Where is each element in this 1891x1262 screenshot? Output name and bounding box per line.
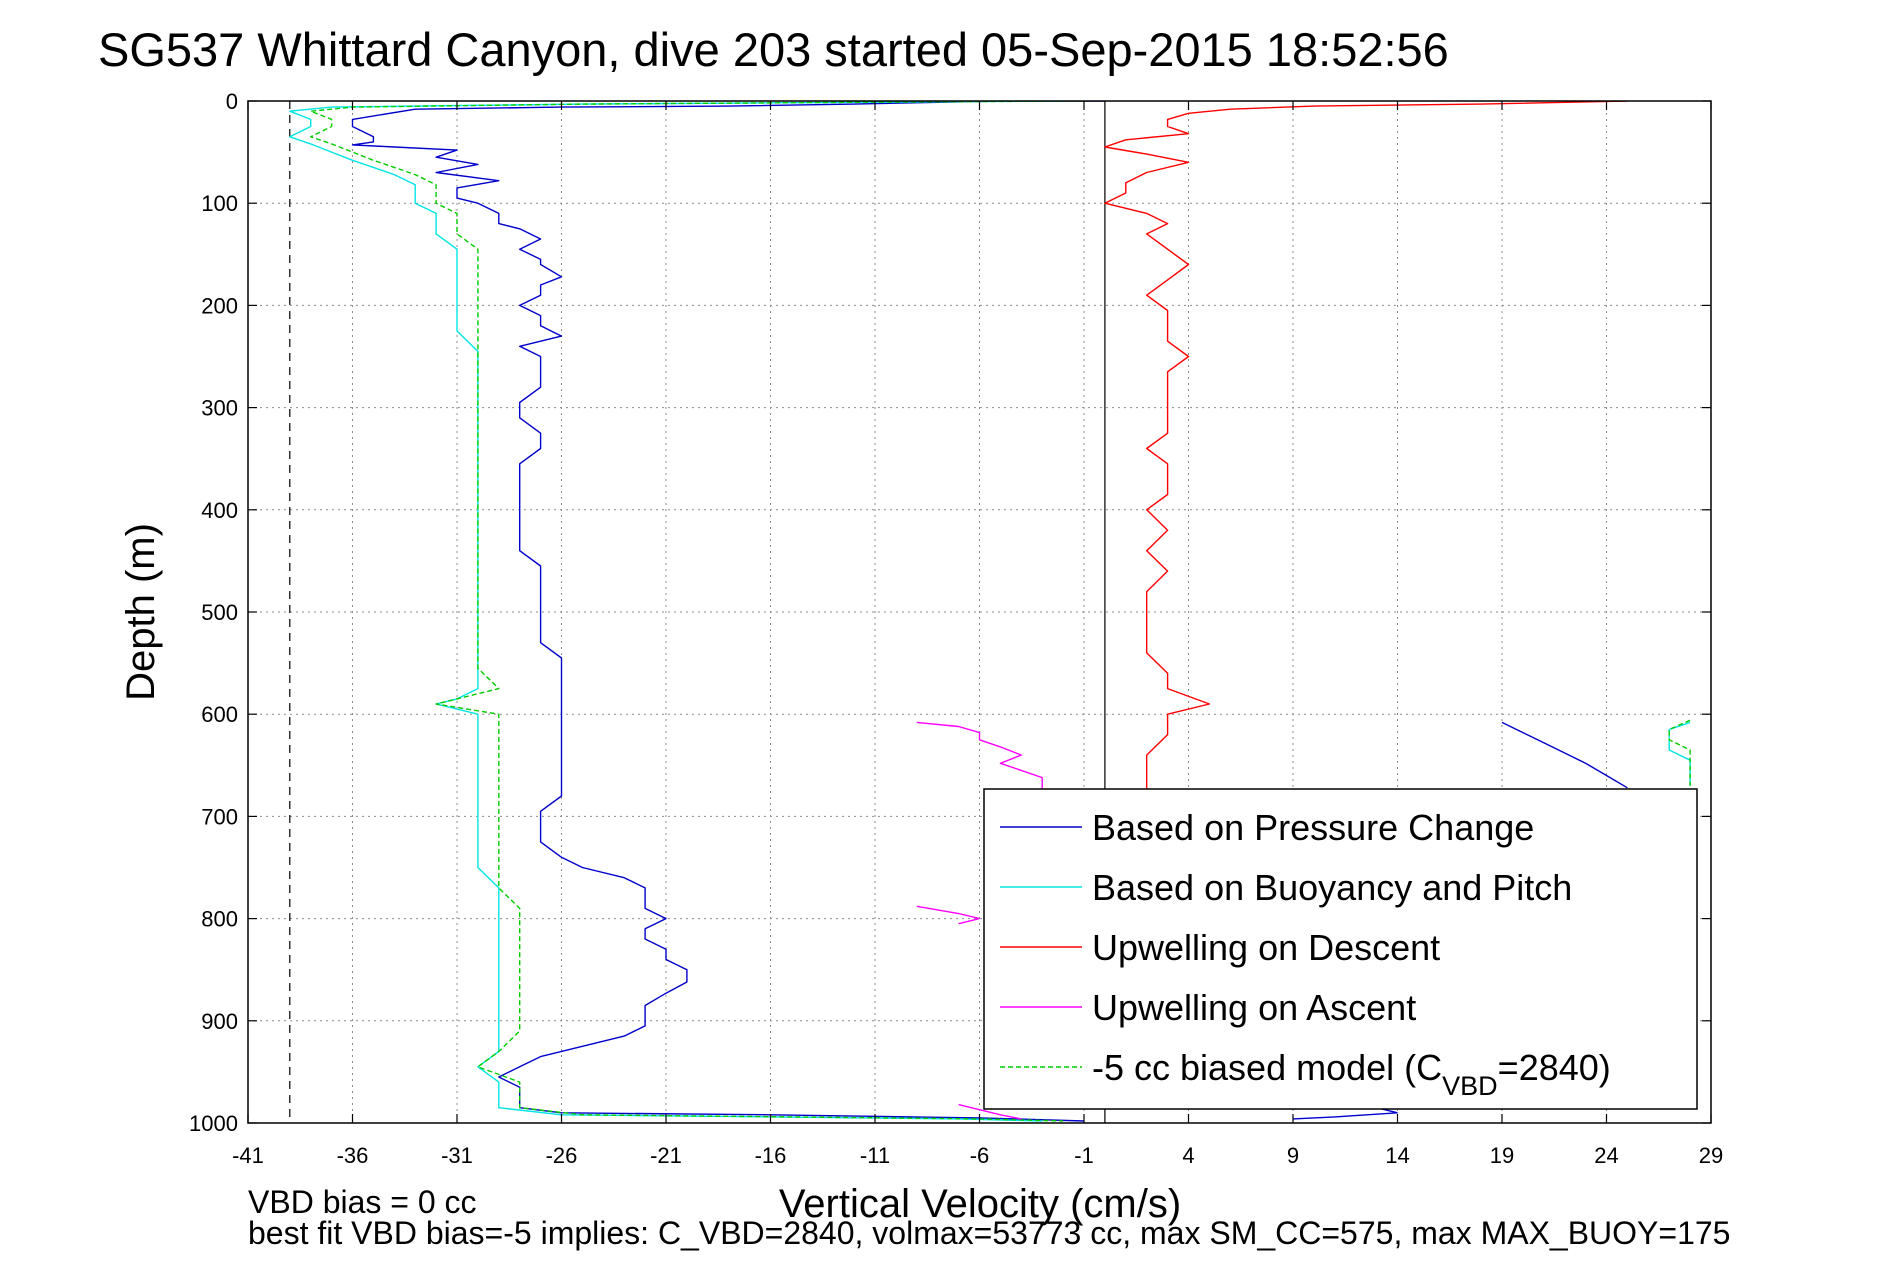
y-tick-label: 100: [201, 191, 238, 216]
y-tick-label: 200: [201, 293, 238, 318]
y-tick-label: 300: [201, 396, 238, 421]
x-tick-label: 19: [1490, 1143, 1514, 1168]
x-tick-label: -11: [860, 1143, 890, 1168]
legend-box: [983, 788, 1698, 1110]
series-segment: [958, 1103, 1022, 1120]
y-tick-label: 1000: [189, 1111, 238, 1136]
legend-label-part: =2840): [1498, 1047, 1611, 1088]
series-line: [916, 721, 1043, 794]
series-segment: [1501, 721, 1628, 789]
y-axis-ticks: 0 100 200 300 400 500 600 700 800 900 1000: [189, 89, 1711, 1136]
x-tick-label: -6: [970, 1143, 990, 1168]
x-tick-label: -21: [650, 1143, 682, 1168]
x-axis-label: Vertical Velocity (cm/s): [779, 1182, 1181, 1226]
y-tick-label: 700: [201, 804, 238, 829]
legend-label: Based on Pressure Change: [1092, 807, 1534, 848]
legend-label: -5 cc biased model (CVBD=2840): [1092, 1047, 1611, 1101]
series-segment: [1668, 719, 1691, 786]
x-tick-label: 14: [1385, 1143, 1409, 1168]
x-axis-ticks: -41 -36 -31 -26 -21 -16 -11 -6 -1 4 9 14 19 24 29: [232, 101, 1723, 1168]
legend-label: Upwelling on Ascent: [1092, 987, 1416, 1028]
y-tick-label: 400: [201, 498, 238, 523]
y-tick-label: 0: [226, 89, 238, 114]
x-tick-label: -26: [546, 1143, 578, 1168]
x-tick-label: 29: [1699, 1143, 1723, 1168]
y-axis-label: Depth (m): [119, 523, 163, 701]
x-tick-label: -36: [337, 1143, 369, 1168]
y-tick-label: 900: [201, 1009, 238, 1034]
series-line: [310, 101, 1085, 1122]
series-line: [1104, 101, 1628, 817]
series-segment: [916, 905, 980, 925]
legend: Based on Pressure Change Based on Buoyanc…: [983, 788, 1698, 1110]
annotation-vbd-bias: VBD bias = 0 cc: [248, 1184, 477, 1220]
x-tick-label: -1: [1074, 1143, 1094, 1168]
x-tick-label: 9: [1287, 1143, 1299, 1168]
x-tick-label: -31: [441, 1143, 473, 1168]
x-tick-label: -16: [755, 1143, 787, 1168]
x-tick-label: -41: [232, 1143, 264, 1168]
y-tick-label: 600: [201, 702, 238, 727]
series-segment: [1292, 1107, 1398, 1120]
legend-label-subscript: VBD: [1442, 1071, 1498, 1101]
series-line: [351, 101, 1105, 1122]
series-group: [289, 101, 1691, 1122]
y-tick-label: 800: [201, 907, 238, 932]
x-tick-label: 24: [1594, 1143, 1618, 1168]
y-tick-label: 500: [201, 600, 238, 625]
legend-label: Based on Buoyancy and Pitch: [1092, 867, 1572, 908]
legend-label-part: -5 cc biased model (C: [1092, 1047, 1442, 1088]
legend-label: Upwelling on Descent: [1092, 927, 1440, 968]
x-tick-label: 4: [1182, 1143, 1194, 1168]
annotation-best-fit: best fit VBD bias=-5 implies: C_VBD=2840…: [248, 1215, 1730, 1251]
chart-title: SG537 Whittard Canyon, dive 203 started …: [98, 23, 1449, 76]
